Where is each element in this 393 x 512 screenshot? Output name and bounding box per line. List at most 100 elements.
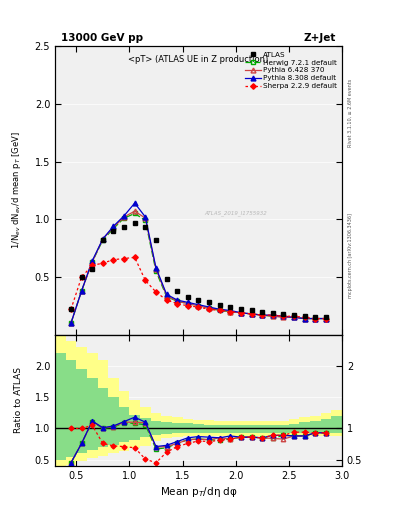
ATLAS [175,288,180,294]
Pythia 8.308 default [143,214,148,220]
Pythia 8.308 default [69,320,73,326]
Pythia 8.308 default [90,258,95,264]
Herwig 7.2.1 default [302,315,307,322]
Pythia 8.308 default [207,304,211,310]
ATLAS [196,297,201,303]
Herwig 7.2.1 default [111,225,116,231]
Herwig 7.2.1 default [249,311,254,317]
Y-axis label: 1/N$_{ev}$ dN$_{ev}$/d mean p$_T$ [GeV]: 1/N$_{ev}$ dN$_{ev}$/d mean p$_T$ [GeV] [11,132,24,249]
ATLAS [270,310,275,316]
ATLAS [207,300,211,306]
Sherpa 2.2.9 default [207,306,211,312]
ATLAS [217,302,222,308]
ATLAS [122,224,127,230]
Pythia 6.428 370 [313,315,318,322]
Pythia 8.308 default [196,302,201,308]
Pythia 8.308 default [281,313,286,319]
ATLAS [239,306,243,312]
Pythia 8.308 default [228,307,233,313]
Sherpa 2.2.9 default [196,304,201,310]
Sherpa 2.2.9 default [90,262,95,268]
Herwig 7.2.1 default [217,307,222,313]
ATLAS [79,274,84,280]
Sherpa 2.2.9 default [217,307,222,313]
Herwig 7.2.1 default [154,268,158,274]
Pythia 8.308 default [122,212,127,219]
Sherpa 2.2.9 default [292,313,296,319]
ATLAS [313,314,318,321]
Pythia 6.428 370 [217,306,222,312]
ATLAS [111,228,116,234]
Sherpa 2.2.9 default [270,312,275,318]
Sherpa 2.2.9 default [132,254,137,261]
Pythia 6.428 370 [154,266,158,272]
Herwig 7.2.1 default [270,313,275,319]
Herwig 7.2.1 default [313,315,318,322]
Text: ATLAS_2019_I1755932: ATLAS_2019_I1755932 [204,210,267,217]
Herwig 7.2.1 default [164,293,169,300]
Pythia 6.428 370 [122,214,127,220]
Sherpa 2.2.9 default [69,306,73,312]
Pythia 8.308 default [79,288,84,294]
Herwig 7.2.1 default [281,313,286,319]
ATLAS [143,224,148,230]
Herwig 7.2.1 default [175,298,180,304]
Text: 13000 GeV pp: 13000 GeV pp [61,33,143,43]
Pythia 8.308 default [239,310,243,316]
Pythia 6.428 370 [207,305,211,311]
Herwig 7.2.1 default [260,312,264,318]
Pythia 6.428 370 [302,315,307,322]
Sherpa 2.2.9 default [79,274,84,280]
Pythia 8.308 default [217,306,222,312]
Pythia 8.308 default [154,265,158,271]
Sherpa 2.2.9 default [302,314,307,321]
Pythia 6.428 370 [239,310,243,316]
Sherpa 2.2.9 default [249,311,254,317]
Herwig 7.2.1 default [239,310,243,316]
Sherpa 2.2.9 default [281,313,286,319]
Line: Sherpa 2.2.9 default: Sherpa 2.2.9 default [69,255,328,321]
Sherpa 2.2.9 default [239,310,243,316]
Line: ATLAS: ATLAS [68,220,329,320]
Herwig 7.2.1 default [132,210,137,217]
Pythia 6.428 370 [111,224,116,230]
ATLAS [302,313,307,319]
Herwig 7.2.1 default [69,320,73,326]
Text: Z+Jet: Z+Jet [304,33,336,43]
Pythia 6.428 370 [228,309,233,315]
Herwig 7.2.1 default [79,288,84,294]
Sherpa 2.2.9 default [313,315,318,322]
Pythia 8.308 default [292,314,296,321]
Herwig 7.2.1 default [292,314,296,321]
Text: mcplots.cern.ch [arXiv:1306.3436]: mcplots.cern.ch [arXiv:1306.3436] [348,214,353,298]
Pythia 6.428 370 [90,259,95,265]
Pythia 6.428 370 [323,315,328,322]
Pythia 8.308 default [323,315,328,322]
Pythia 8.308 default [270,312,275,318]
Herwig 7.2.1 default [122,215,127,221]
Sherpa 2.2.9 default [122,255,127,262]
Y-axis label: Ratio to ATLAS: Ratio to ATLAS [15,367,24,433]
ATLAS [90,266,95,272]
ATLAS [292,312,296,318]
Text: <pT> (ATLAS UE in Z production): <pT> (ATLAS UE in Z production) [129,55,268,63]
Pythia 6.428 370 [79,288,84,294]
Pythia 6.428 370 [249,311,254,317]
Pythia 6.428 370 [132,208,137,214]
Sherpa 2.2.9 default [101,260,105,266]
Pythia 8.308 default [101,236,105,242]
Pythia 6.428 370 [185,301,190,307]
ATLAS [185,293,190,300]
ATLAS [260,309,264,315]
Line: Pythia 8.308 default: Pythia 8.308 default [68,201,329,326]
Pythia 6.428 370 [101,236,105,242]
ATLAS [249,307,254,313]
Line: Herwig 7.2.1 default: Herwig 7.2.1 default [68,211,329,326]
Pythia 8.308 default [185,300,190,306]
ATLAS [154,237,158,243]
Sherpa 2.2.9 default [323,315,328,322]
Pythia 8.308 default [164,291,169,297]
X-axis label: Mean p$_T$/dη dφ: Mean p$_T$/dη dφ [160,485,237,499]
Pythia 6.428 370 [292,314,296,321]
Sherpa 2.2.9 default [260,312,264,318]
